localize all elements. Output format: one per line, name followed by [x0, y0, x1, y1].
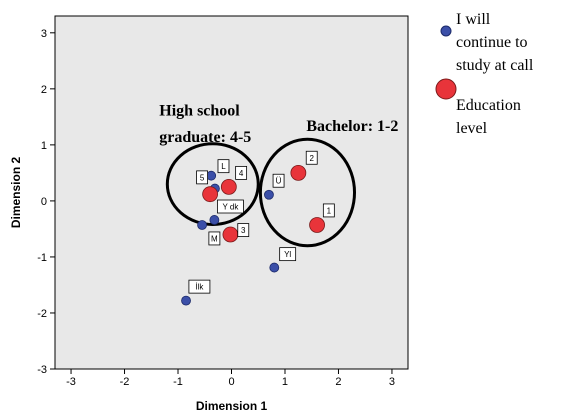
education-level-point: [202, 186, 219, 203]
point-label: 1: [322, 203, 335, 218]
y-tick-label: 3: [41, 28, 47, 40]
point-label-text: 2: [310, 154, 315, 163]
point-label-text: 1: [327, 206, 332, 215]
legend-marker: [440, 25, 452, 37]
education-level-point: [222, 226, 239, 243]
point-label-text: 5: [200, 173, 205, 182]
point-label-text: Yl: [284, 250, 291, 259]
education-level-point: [220, 178, 237, 195]
point-label: M: [208, 231, 221, 246]
continue-study-point: [264, 189, 274, 200]
x-tick-label: 3: [389, 376, 395, 388]
y-tick-label: -3: [37, 364, 47, 376]
legend-label: level: [456, 120, 488, 137]
y-tick-label: -2: [37, 308, 47, 320]
annotation-text: graduate: 4-5: [159, 129, 251, 146]
x-tick-label: -2: [120, 376, 130, 388]
point-label-box: [305, 150, 318, 165]
point-label-box: [188, 279, 211, 294]
point-label: L: [217, 159, 230, 174]
point-label: İlk: [188, 279, 211, 294]
annotation-text: Bachelor: 1-2: [306, 118, 398, 135]
point-label: 3: [237, 223, 250, 237]
point-label-box: [237, 223, 250, 237]
continue-study-point: [269, 262, 280, 273]
point-label-text: L: [221, 162, 226, 171]
education-level-point: [290, 164, 307, 181]
point-label-text: Ü: [276, 177, 282, 186]
point-label: Yl: [279, 247, 297, 262]
point-label-box: [279, 247, 297, 262]
point-label-box: [217, 159, 230, 174]
x-tick-label: -1: [173, 376, 183, 388]
legend-label: I will: [456, 11, 491, 28]
y-tick-label: 0: [41, 196, 47, 208]
point-label: Y dk: [217, 199, 244, 214]
cluster-circle: [258, 137, 357, 248]
y-tick-label: -1: [37, 252, 47, 264]
point-label-text: 3: [241, 226, 246, 235]
continue-study-point: [209, 215, 220, 225]
continue-study-point: [181, 295, 191, 306]
point-label-text: Y dk: [222, 203, 239, 212]
point-label: 2: [305, 150, 318, 165]
x-tick-label: 1: [282, 376, 288, 388]
legend-marker: [435, 78, 457, 100]
annotation-text: High school: [159, 103, 240, 120]
point-label: 5: [196, 170, 208, 185]
y-tick-label: 2: [41, 84, 47, 96]
point-label-box: [235, 165, 248, 180]
y-tick-label: 1: [41, 140, 47, 152]
continue-study-point: [197, 220, 207, 230]
y-axis-label: Dimension 2: [9, 157, 23, 229]
point-label-text: İlk: [195, 283, 204, 292]
point-label-box: [196, 170, 208, 185]
legend-label: continue to: [456, 34, 528, 51]
x-tick-label: -3: [66, 376, 76, 388]
point-label: 4: [235, 165, 248, 180]
continue-study-point: [206, 170, 217, 181]
point-label-box: [217, 199, 244, 214]
point-label-box: [322, 203, 335, 218]
point-label-text: M: [211, 234, 218, 243]
point-label-box: [272, 173, 285, 188]
point-label-box: [208, 231, 221, 246]
point-label-text: 4: [239, 169, 244, 178]
legend-label: study at call: [456, 57, 534, 74]
x-tick-label: 0: [228, 376, 234, 388]
point-label: Ü: [272, 173, 285, 188]
x-axis-label: Dimension 1: [196, 399, 268, 413]
education-level-point: [309, 217, 325, 233]
x-tick-label: 2: [335, 376, 341, 388]
legend-label: Education: [456, 97, 521, 114]
